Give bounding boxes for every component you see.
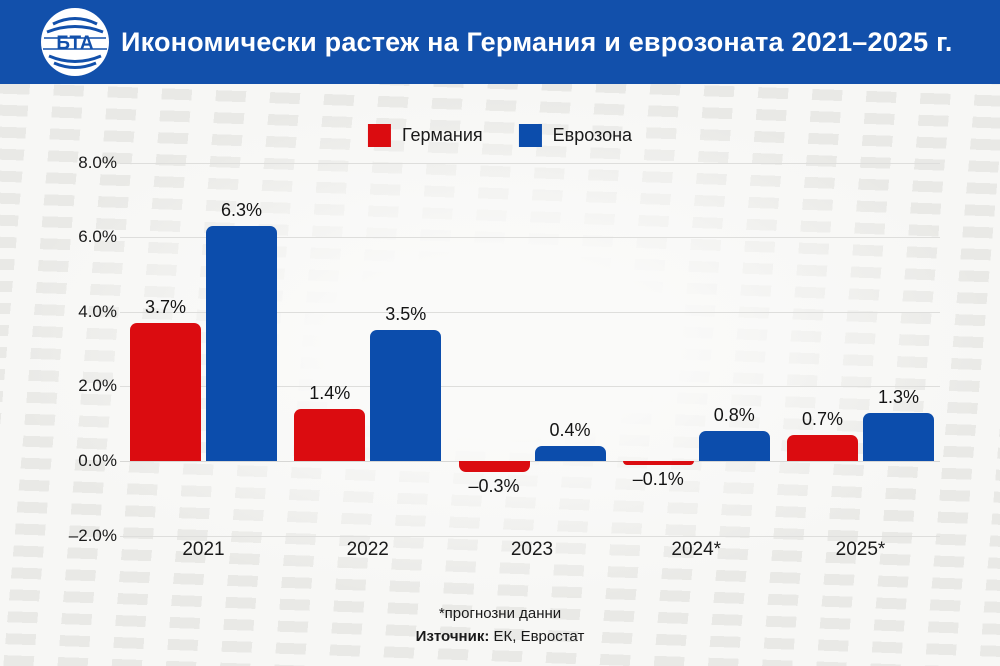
page-title: Икономически растеж на Германия и еврозо…: [121, 26, 953, 57]
bar-value-label-Еврозона-2023: 0.4%: [549, 420, 591, 441]
gridline-4.0%: [120, 311, 940, 313]
bar-Германия-2023: [458, 461, 530, 473]
bar-Германия-2021: [130, 322, 201, 461]
bar-Еврозона-2023: [534, 446, 606, 461]
bar-value-label-Германия-2021: 3.7%: [144, 296, 187, 317]
bar-Еврозона-2022: [370, 330, 442, 461]
bta-logo: БТА: [41, 8, 109, 76]
gridline-–2.0%: [120, 535, 940, 537]
y-axis-tick-0.0%: 0.0%: [78, 451, 117, 470]
gridline-6.0%: [120, 237, 940, 239]
bar-Еврозона-2024*: [698, 431, 770, 461]
bar-value-label-Еврозона-2024*: 0.8%: [713, 405, 755, 426]
header-bar: БТА Икономически растеж на Германия и ев…: [0, 0, 1000, 84]
gridline-8.0%: [120, 162, 940, 164]
gridline-2.0%: [120, 386, 940, 388]
x-axis-label-2023: 2023: [510, 539, 554, 560]
y-axis-tick-6.0%: 6.0%: [78, 227, 117, 247]
chart-canvas: Германия Еврозона 8.0% 6.0% 4.0% 2.0% 0.0% –2…: [0, 84, 1000, 666]
legend-label-germany: Германия: [401, 125, 483, 145]
bar-Германия-2022: [294, 408, 366, 461]
chart-footer: *прогнозни данни Източник: ЕК, Евростат: [0, 602, 1000, 648]
source-value: ЕК, Евростат: [489, 628, 585, 645]
bar-Еврозона-2025*: [863, 412, 934, 461]
forecast-note: *прогнозни данни: [438, 605, 562, 622]
y-axis-tick-2.0%: 2.0%: [78, 376, 117, 396]
source-label: Източник:: [415, 628, 490, 645]
bar-Германия-2025*: [787, 434, 858, 461]
chart-legend: Германия Еврозона: [367, 124, 633, 147]
legend-swatch-germany: [367, 124, 391, 147]
bar-Германия-2024*: [622, 461, 694, 465]
bar-Еврозона-2021: [206, 226, 277, 461]
legend-item-germany: Германия: [367, 124, 483, 147]
source-line: Източник: ЕК, Евростат: [0, 625, 1000, 648]
y-axis-tick-4.0%: 4.0%: [78, 301, 117, 321]
bta-logo-text: БТА: [56, 33, 94, 54]
bar-value-label-Еврозона-2021: 6.3%: [220, 200, 263, 220]
legend-label-eurozone: Еврозона: [552, 125, 633, 145]
legend-swatch-eurozone: [518, 124, 542, 147]
bar-value-label-Германия-2025*: 0.7%: [801, 408, 844, 429]
x-axis-label-2021: 2021: [182, 539, 225, 560]
bar-value-label-Германия-2022: 1.4%: [309, 382, 351, 403]
legend-item-eurozone: Еврозона: [518, 124, 633, 147]
y-axis-tick-–2.0%: –2.0%: [68, 525, 117, 545]
bar-value-label-Еврозона-2022: 3.5%: [385, 304, 427, 325]
bar-value-label-Германия-2023: –0.3%: [468, 476, 520, 497]
plot-area: 8.0% 6.0% 4.0% 2.0% 0.0% –2.0% 2021 3.7% 6.3% 202…: [0, 84, 1000, 666]
y-axis-tick-8.0%: 8.0%: [78, 152, 117, 172]
x-axis-label-2022: 2022: [346, 539, 389, 560]
gridline-0.0%: [120, 461, 940, 462]
bar-value-label-Еврозона-2025*: 1.3%: [877, 386, 920, 407]
x-axis-label-2024*: 2024*: [671, 539, 722, 560]
bar-value-label-Германия-2024*: –0.1%: [632, 469, 684, 489]
x-axis-label-2025*: 2025*: [835, 539, 886, 560]
